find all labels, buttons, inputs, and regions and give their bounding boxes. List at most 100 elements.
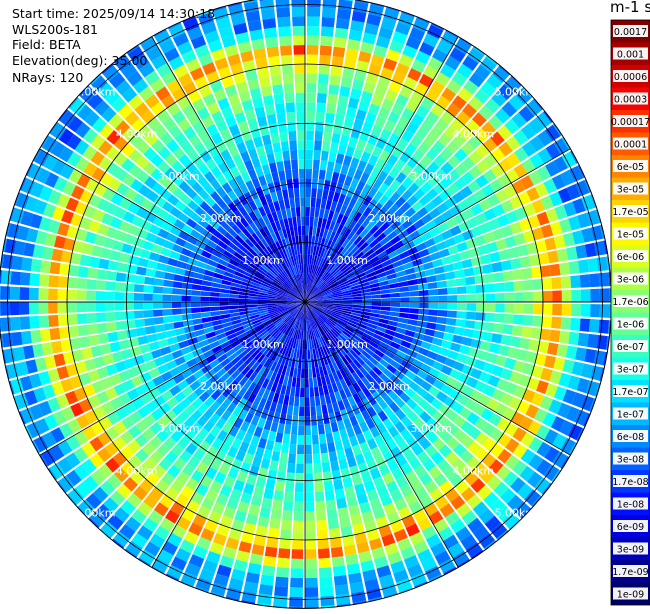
ray-gate [493, 323, 504, 333]
ray-gate [272, 500, 282, 511]
ray-gate [307, 64, 318, 74]
ray-gate [138, 258, 149, 268]
ray-gate [295, 483, 304, 493]
ray-gate [333, 124, 343, 135]
ray-gate [301, 369, 305, 379]
ray-gate [465, 276, 475, 285]
ray-gate [334, 163, 342, 174]
ray-gate [305, 511, 315, 521]
ray-gate [562, 304, 572, 316]
ray-gate [305, 254, 307, 264]
ray-gate [504, 314, 514, 324]
ray-gate [192, 284, 202, 290]
ray-gate [2, 333, 13, 348]
ray-gate [457, 295, 467, 302]
ray-gate [334, 575, 348, 586]
ray-gate [143, 285, 153, 293]
ray-gate [391, 303, 401, 307]
colorbar-tick-label: 3e-05 [617, 185, 644, 196]
ray-gate [210, 297, 220, 301]
ray-gate [264, 27, 277, 38]
ray-gate [296, 464, 304, 474]
ray-gate [50, 262, 61, 275]
ray-gate [296, 378, 301, 388]
ray-gate [96, 313, 106, 323]
ray-gate [299, 159, 305, 169]
ray-gate [372, 303, 382, 307]
colorbar-tick-label: 6e-07 [617, 342, 644, 353]
ray-gate [164, 272, 175, 280]
ray-gate [277, 423, 284, 433]
ray-gate [258, 468, 268, 479]
ray-gate [229, 302, 239, 305]
ray-gate [136, 266, 147, 275]
ray-gate [532, 279, 542, 290]
ray-gate [513, 315, 523, 325]
range-ring-label: 4.00km [453, 464, 495, 477]
ray-gate [407, 319, 417, 326]
ray-gate [318, 74, 329, 84]
ray-gate [306, 188, 311, 198]
ray-gate [510, 258, 521, 269]
ray-gate [298, 140, 305, 150]
ray-gate [31, 259, 42, 272]
ray-gate [293, 521, 303, 531]
ray-gate [311, 406, 317, 416]
ray-gate [267, 46, 279, 57]
ray-gate [390, 293, 400, 298]
ray-gate [425, 268, 436, 276]
ray-gate [115, 302, 125, 311]
ray-gate [426, 275, 436, 282]
ray-gate [305, 369, 308, 379]
ray-gate [0, 286, 10, 300]
ray-gate [409, 285, 419, 291]
ray-gate [293, 35, 305, 45]
ray-gate [48, 275, 58, 287]
ray-gate [264, 144, 273, 155]
ray-gate [302, 226, 305, 236]
ray-gate [467, 303, 477, 311]
ray-gate [474, 275, 485, 284]
ray-gate [327, 442, 335, 453]
colorbar-tick-label: 3e-06 [617, 275, 644, 286]
colorbar-tick-label: 1.7e-09 [612, 567, 648, 578]
ray-gate [273, 142, 282, 153]
ray-gate [143, 310, 153, 318]
ray-gate [305, 378, 309, 388]
ray-gate [117, 330, 128, 340]
ray-gate [269, 460, 278, 471]
ray-gate [427, 282, 437, 289]
ray-gate [295, 74, 305, 84]
ray-gate [162, 295, 172, 302]
ray-gate [390, 307, 400, 312]
ray-gate [298, 359, 302, 369]
ray-gate [306, 216, 310, 226]
ray-gate [115, 312, 125, 321]
range-ring-label: 5.00km [74, 506, 116, 519]
range-ring-label: 2.00km [200, 212, 242, 225]
ray-gate [339, 459, 349, 470]
ray-gate [435, 324, 446, 332]
ray-gate [300, 397, 305, 407]
range-ring-label: 2.00km [368, 380, 410, 393]
ray-gate [239, 305, 249, 309]
ray-gate [381, 298, 391, 302]
ray-gate [278, 462, 287, 473]
ray-gate [298, 150, 305, 160]
ray-gate [495, 303, 505, 312]
ray-gate [119, 340, 130, 350]
colorbar-tick-label: 0.0017 [614, 27, 647, 38]
ray-gate [482, 332, 493, 342]
ray-gate [580, 274, 590, 287]
ray-gate [238, 302, 248, 305]
ray-gate [134, 302, 144, 310]
ray-gate [501, 335, 512, 346]
ray-gate [399, 286, 409, 292]
ray-gate [40, 260, 51, 273]
ray-gate [466, 312, 476, 320]
ray-gate [108, 332, 119, 342]
colorbar-tick-label: 3e-08 [617, 455, 644, 466]
ray-gate [571, 304, 581, 316]
ray-gate [284, 424, 291, 434]
ray-gate [307, 26, 319, 36]
